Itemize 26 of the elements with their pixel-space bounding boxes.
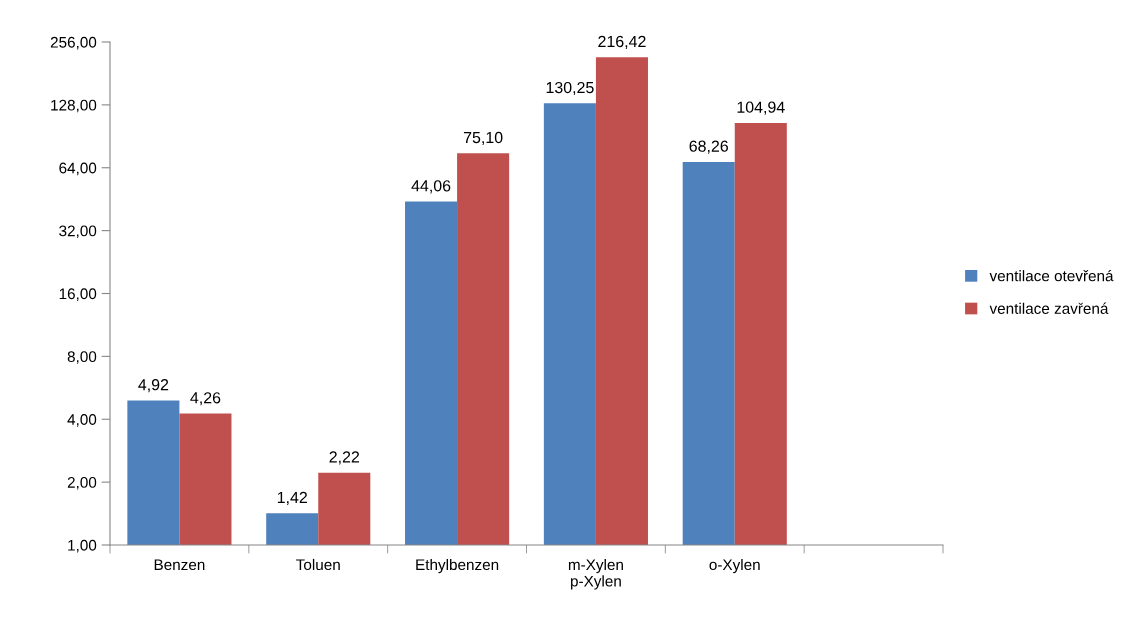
y-tick-label: 4,00 (67, 414, 97, 427)
data-label: 4,26 (190, 392, 221, 406)
x-tick-label: o-Xylen (709, 558, 760, 574)
y-tick-label: 32,00 (59, 225, 97, 239)
x-tick-label: m-Xylen p-Xylen (568, 558, 623, 590)
x-tick-label: Benzen (154, 559, 205, 571)
data-label: 104,94 (737, 101, 785, 115)
y-tick-label: 64,00 (59, 162, 97, 176)
x-tick-label: Ethylbenzen (416, 558, 499, 574)
data-label: 216,42 (598, 35, 646, 50)
legend-label: ventilace zavřená (989, 302, 1109, 314)
data-label: 1,42 (277, 491, 307, 505)
x-tick-label: Toluen (296, 558, 340, 571)
y-tick-label: 1,00 (68, 539, 97, 553)
data-label: 68,26 (689, 140, 728, 154)
data-label: 44,06 (411, 180, 451, 194)
data-label: 4,92 (138, 379, 169, 393)
data-label: 2,22 (329, 451, 360, 465)
data-label: 130,25 (546, 81, 594, 96)
y-tick-label: 2,00 (67, 476, 97, 490)
y-tick-label: 256,00 (50, 36, 97, 50)
y-tick-label: 128,00 (51, 99, 97, 113)
y-tick-label: 8,00 (67, 351, 97, 364)
y-tick-label: 16,00 (59, 288, 97, 301)
data-label: 75,10 (463, 131, 503, 146)
legend-label: ventilace otevřená (989, 269, 1114, 282)
